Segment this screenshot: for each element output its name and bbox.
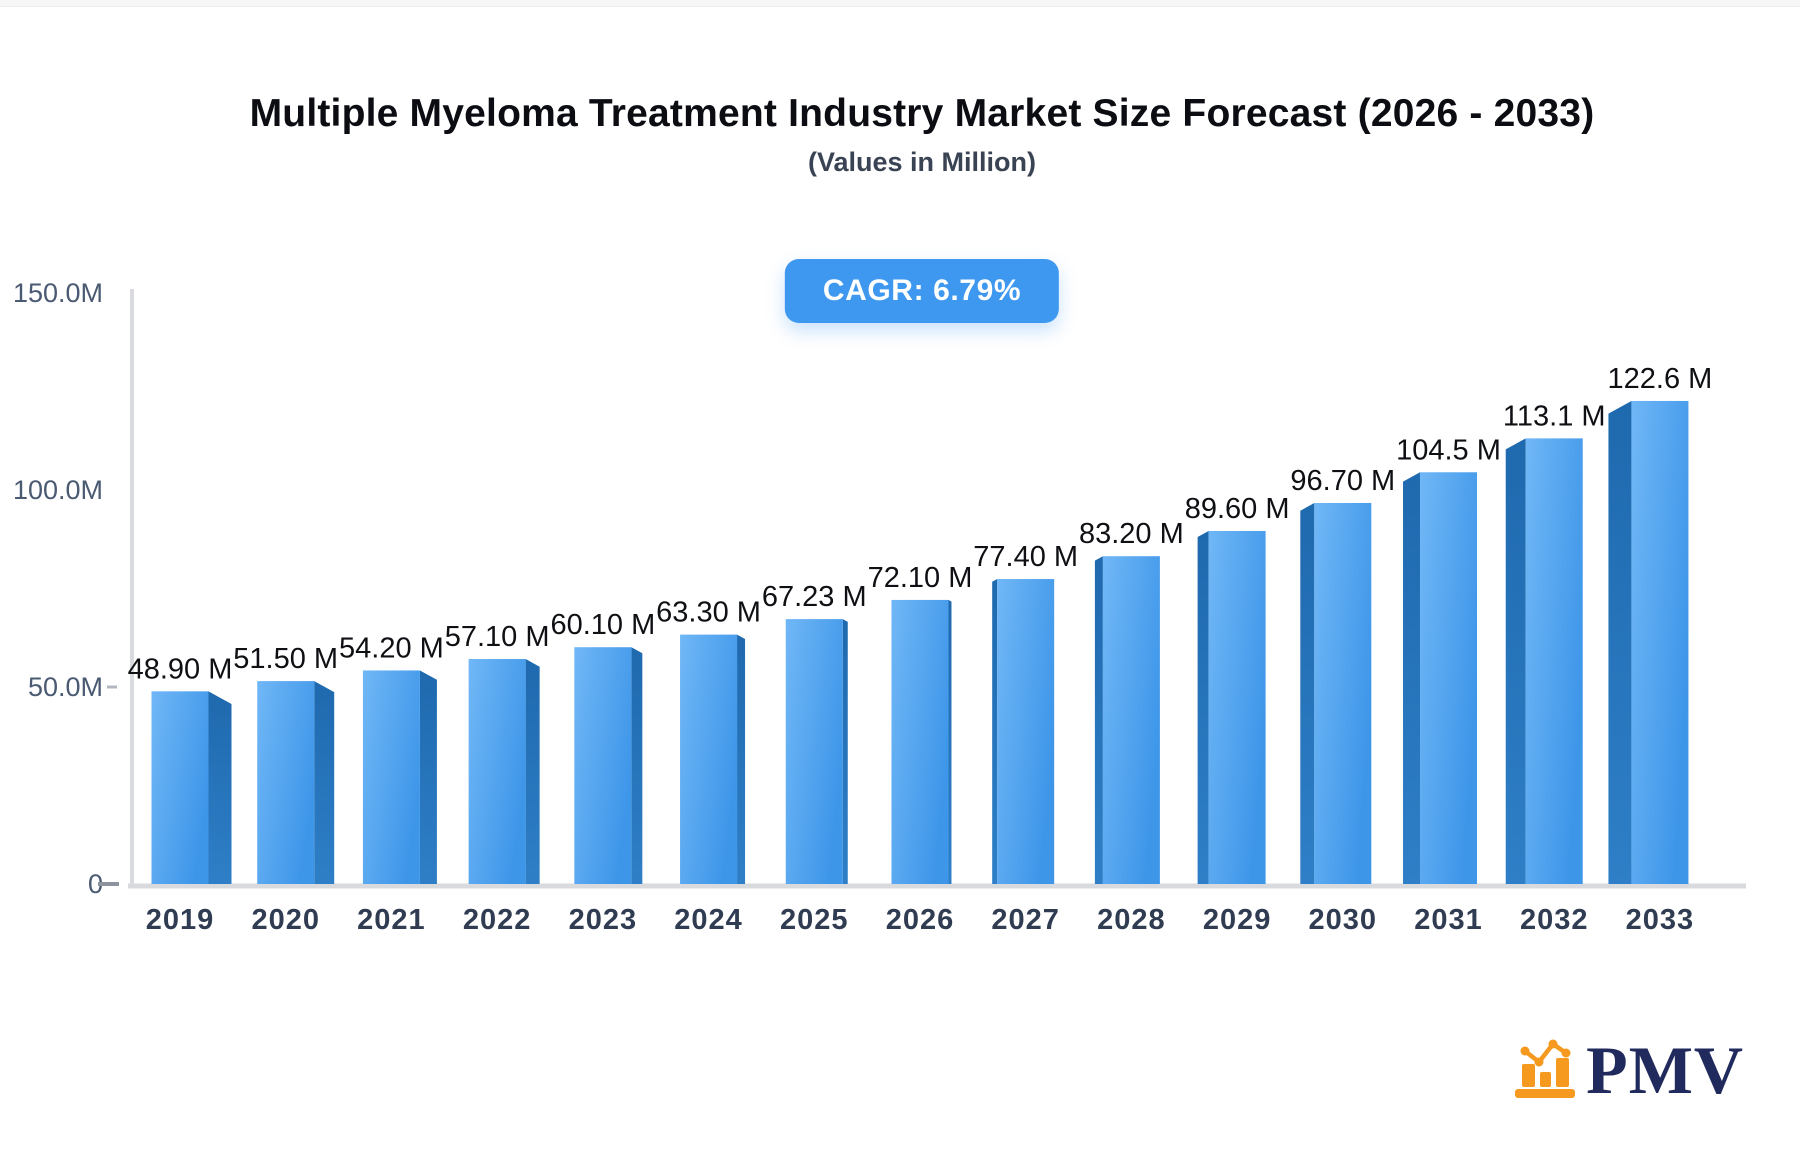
x-tick-label-2023: 2023	[569, 904, 638, 936]
bar-2019-face	[151, 691, 209, 884]
chart-subtitle: (Values in Million)	[807, 147, 1037, 177]
bar-2025-side	[842, 619, 848, 884]
bar-2029-face	[1208, 530, 1266, 884]
x-tick-label-2031: 2031	[1414, 904, 1483, 936]
cagr-badge: CAGR: 6.79%	[784, 259, 1060, 323]
bar-2030-side	[1300, 503, 1315, 884]
x-tick-label-2028: 2028	[1097, 904, 1166, 936]
bar-value-label-2028: 83.20 M	[1079, 518, 1184, 550]
bar-2020-face	[257, 681, 315, 884]
bar-2031-side	[1403, 472, 1421, 884]
x-tick-label-2022: 2022	[463, 904, 532, 936]
logo-text: PMV	[1586, 1032, 1744, 1108]
x-tick-label-2024: 2024	[674, 904, 743, 936]
x-tick-label-2020: 2020	[251, 904, 320, 936]
bar-value-label-2024: 63.30 M	[656, 597, 761, 629]
bar-2027-face	[997, 579, 1055, 884]
bar-value-label-2030: 96.70 M	[1290, 465, 1395, 497]
bar-2022-face	[468, 659, 526, 884]
bar-2028-face	[1102, 556, 1160, 884]
y-tick-label-50.0M: 50.0M	[28, 672, 103, 702]
x-tick-label-2026: 2026	[886, 904, 955, 936]
bar-2021-face	[362, 670, 420, 884]
bar-2029-side	[1197, 530, 1209, 884]
x-tick-label-2025: 2025	[780, 904, 849, 936]
bar-2019-side	[208, 691, 232, 884]
bar-2023-face	[574, 647, 632, 884]
y-tick-label-0: 0	[88, 869, 103, 899]
bar-2030-face	[1314, 503, 1372, 884]
bar-2021-side	[419, 670, 437, 884]
bar-2022-side	[525, 659, 540, 884]
bar-value-label-2023: 60.10 M	[550, 609, 655, 641]
bar-value-label-2022: 57.10 M	[445, 621, 550, 653]
x-tick-label-2029: 2029	[1203, 904, 1272, 936]
bar-value-label-2027: 77.40 M	[973, 541, 1078, 573]
bar-2033-side	[1608, 400, 1632, 884]
bar-2033-face	[1631, 400, 1689, 884]
bar-value-label-2029: 89.60 M	[1185, 493, 1290, 525]
bar-2032-side	[1505, 438, 1526, 884]
y-tick-label-100.0M: 100.0M	[13, 475, 103, 505]
bar-value-label-2025: 67.23 M	[762, 581, 867, 613]
top-strip	[0, 0, 1800, 7]
bar-value-label-2032: 113.1 M	[1503, 400, 1606, 432]
y-tick-label-150.0M: 150.0M	[13, 278, 103, 308]
bar-value-label-2019: 48.90 M	[128, 653, 233, 685]
cagr-badge-label: CAGR: 6.79%	[822, 274, 1022, 307]
bar-value-label-2033: 122.6 M	[1608, 363, 1713, 395]
bar-chart-logo-icon	[1515, 1039, 1576, 1098]
bar-2024-face	[680, 634, 738, 884]
bar-value-label-2020: 51.50 M	[233, 643, 338, 675]
x-tick-label-2021: 2021	[357, 904, 426, 936]
bar-2026-side	[948, 599, 952, 884]
x-tick-label-2030: 2030	[1309, 904, 1378, 936]
bar-value-label-2026: 72.10 M	[868, 562, 973, 594]
bar-value-label-2031: 104.5 M	[1396, 434, 1501, 466]
x-tick-label-2027: 2027	[991, 904, 1060, 936]
chart-title: Multiple Myeloma Treatment Industry Mark…	[249, 92, 1595, 135]
x-tick-label-2019: 2019	[146, 904, 215, 936]
bar-2020-side	[314, 681, 335, 884]
bar-2032-face	[1525, 438, 1583, 884]
x-tick-label-2033: 2033	[1626, 904, 1695, 936]
bar-2024-side	[737, 634, 746, 884]
bar-2025-face	[785, 619, 843, 884]
bar-2031-face	[1420, 472, 1478, 884]
bar-2023-side	[631, 647, 643, 884]
x-tick-label-2032: 2032	[1520, 904, 1589, 936]
bar-2026-face	[891, 599, 949, 884]
pmv-logo: PMV	[1514, 1032, 1744, 1108]
bar-2027-side	[992, 579, 998, 884]
bar-2028-side	[1094, 556, 1103, 884]
bar-value-label-2021: 54.20 M	[339, 632, 444, 664]
